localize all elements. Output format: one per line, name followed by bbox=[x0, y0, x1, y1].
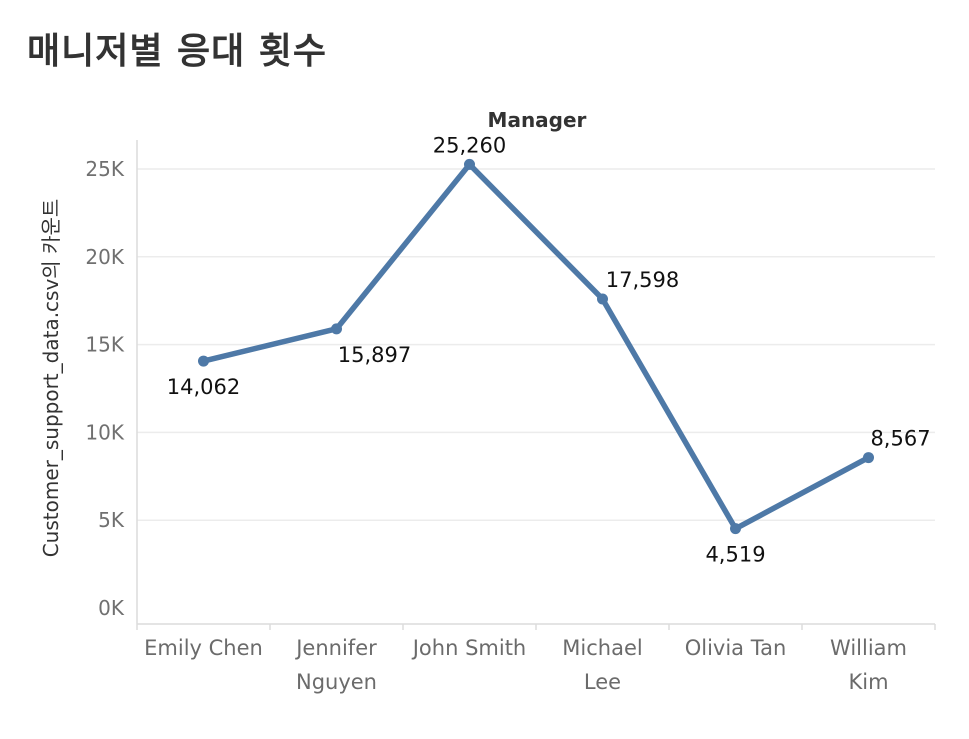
data-point bbox=[863, 452, 874, 464]
x-axis: Emily Chen Jennifer Nguyen John Smith Michae… bbox=[136, 140, 936, 694]
data-point bbox=[597, 293, 608, 305]
data-point bbox=[198, 355, 209, 367]
y-tick-label: 5K bbox=[98, 508, 125, 532]
x-tick-label: Kim bbox=[848, 670, 888, 694]
data-labels: 14,062 15,897 25,260 17,598 4,519 8,567 bbox=[167, 133, 931, 566]
data-label: 17,598 bbox=[606, 268, 679, 292]
x-tick-label: Jennifer bbox=[294, 636, 377, 660]
series-line bbox=[198, 158, 874, 535]
data-label: 14,062 bbox=[167, 375, 240, 399]
gridlines bbox=[137, 168, 935, 521]
y-tick-label: 15K bbox=[85, 333, 124, 357]
x-tick-label: Olivia Tan bbox=[685, 636, 787, 660]
chart-title: 매니저별 응대 횟수 bbox=[27, 31, 328, 72]
x-tick-label: Michael bbox=[562, 636, 642, 660]
data-label: 8,567 bbox=[870, 427, 930, 451]
y-tick-label: 10K bbox=[85, 420, 124, 444]
x-tick-label: Lee bbox=[584, 670, 621, 694]
x-tick-label: William bbox=[830, 636, 907, 660]
data-point bbox=[331, 323, 342, 335]
data-label: 15,897 bbox=[338, 343, 411, 367]
y-tick-label: 20K bbox=[85, 245, 124, 269]
x-tick-label: Emily Chen bbox=[144, 636, 263, 660]
data-point bbox=[730, 523, 741, 535]
series-line-path bbox=[200, 161, 872, 532]
data-label: 4,519 bbox=[705, 543, 765, 567]
y-axis-ticks: 0K 5K 10K 15K 20K 25K bbox=[85, 157, 124, 620]
x-tick-label: Nguyen bbox=[296, 670, 377, 694]
data-point bbox=[464, 158, 475, 170]
data-label: 25,260 bbox=[433, 133, 506, 157]
y-tick-label: 0K bbox=[98, 596, 125, 620]
column-header: Manager bbox=[488, 108, 587, 132]
x-tick-label: John Smith bbox=[411, 636, 527, 660]
y-axis-label: Customer_support_data.csv의 카운트 bbox=[39, 199, 63, 558]
y-tick-label: 25K bbox=[85, 157, 124, 181]
